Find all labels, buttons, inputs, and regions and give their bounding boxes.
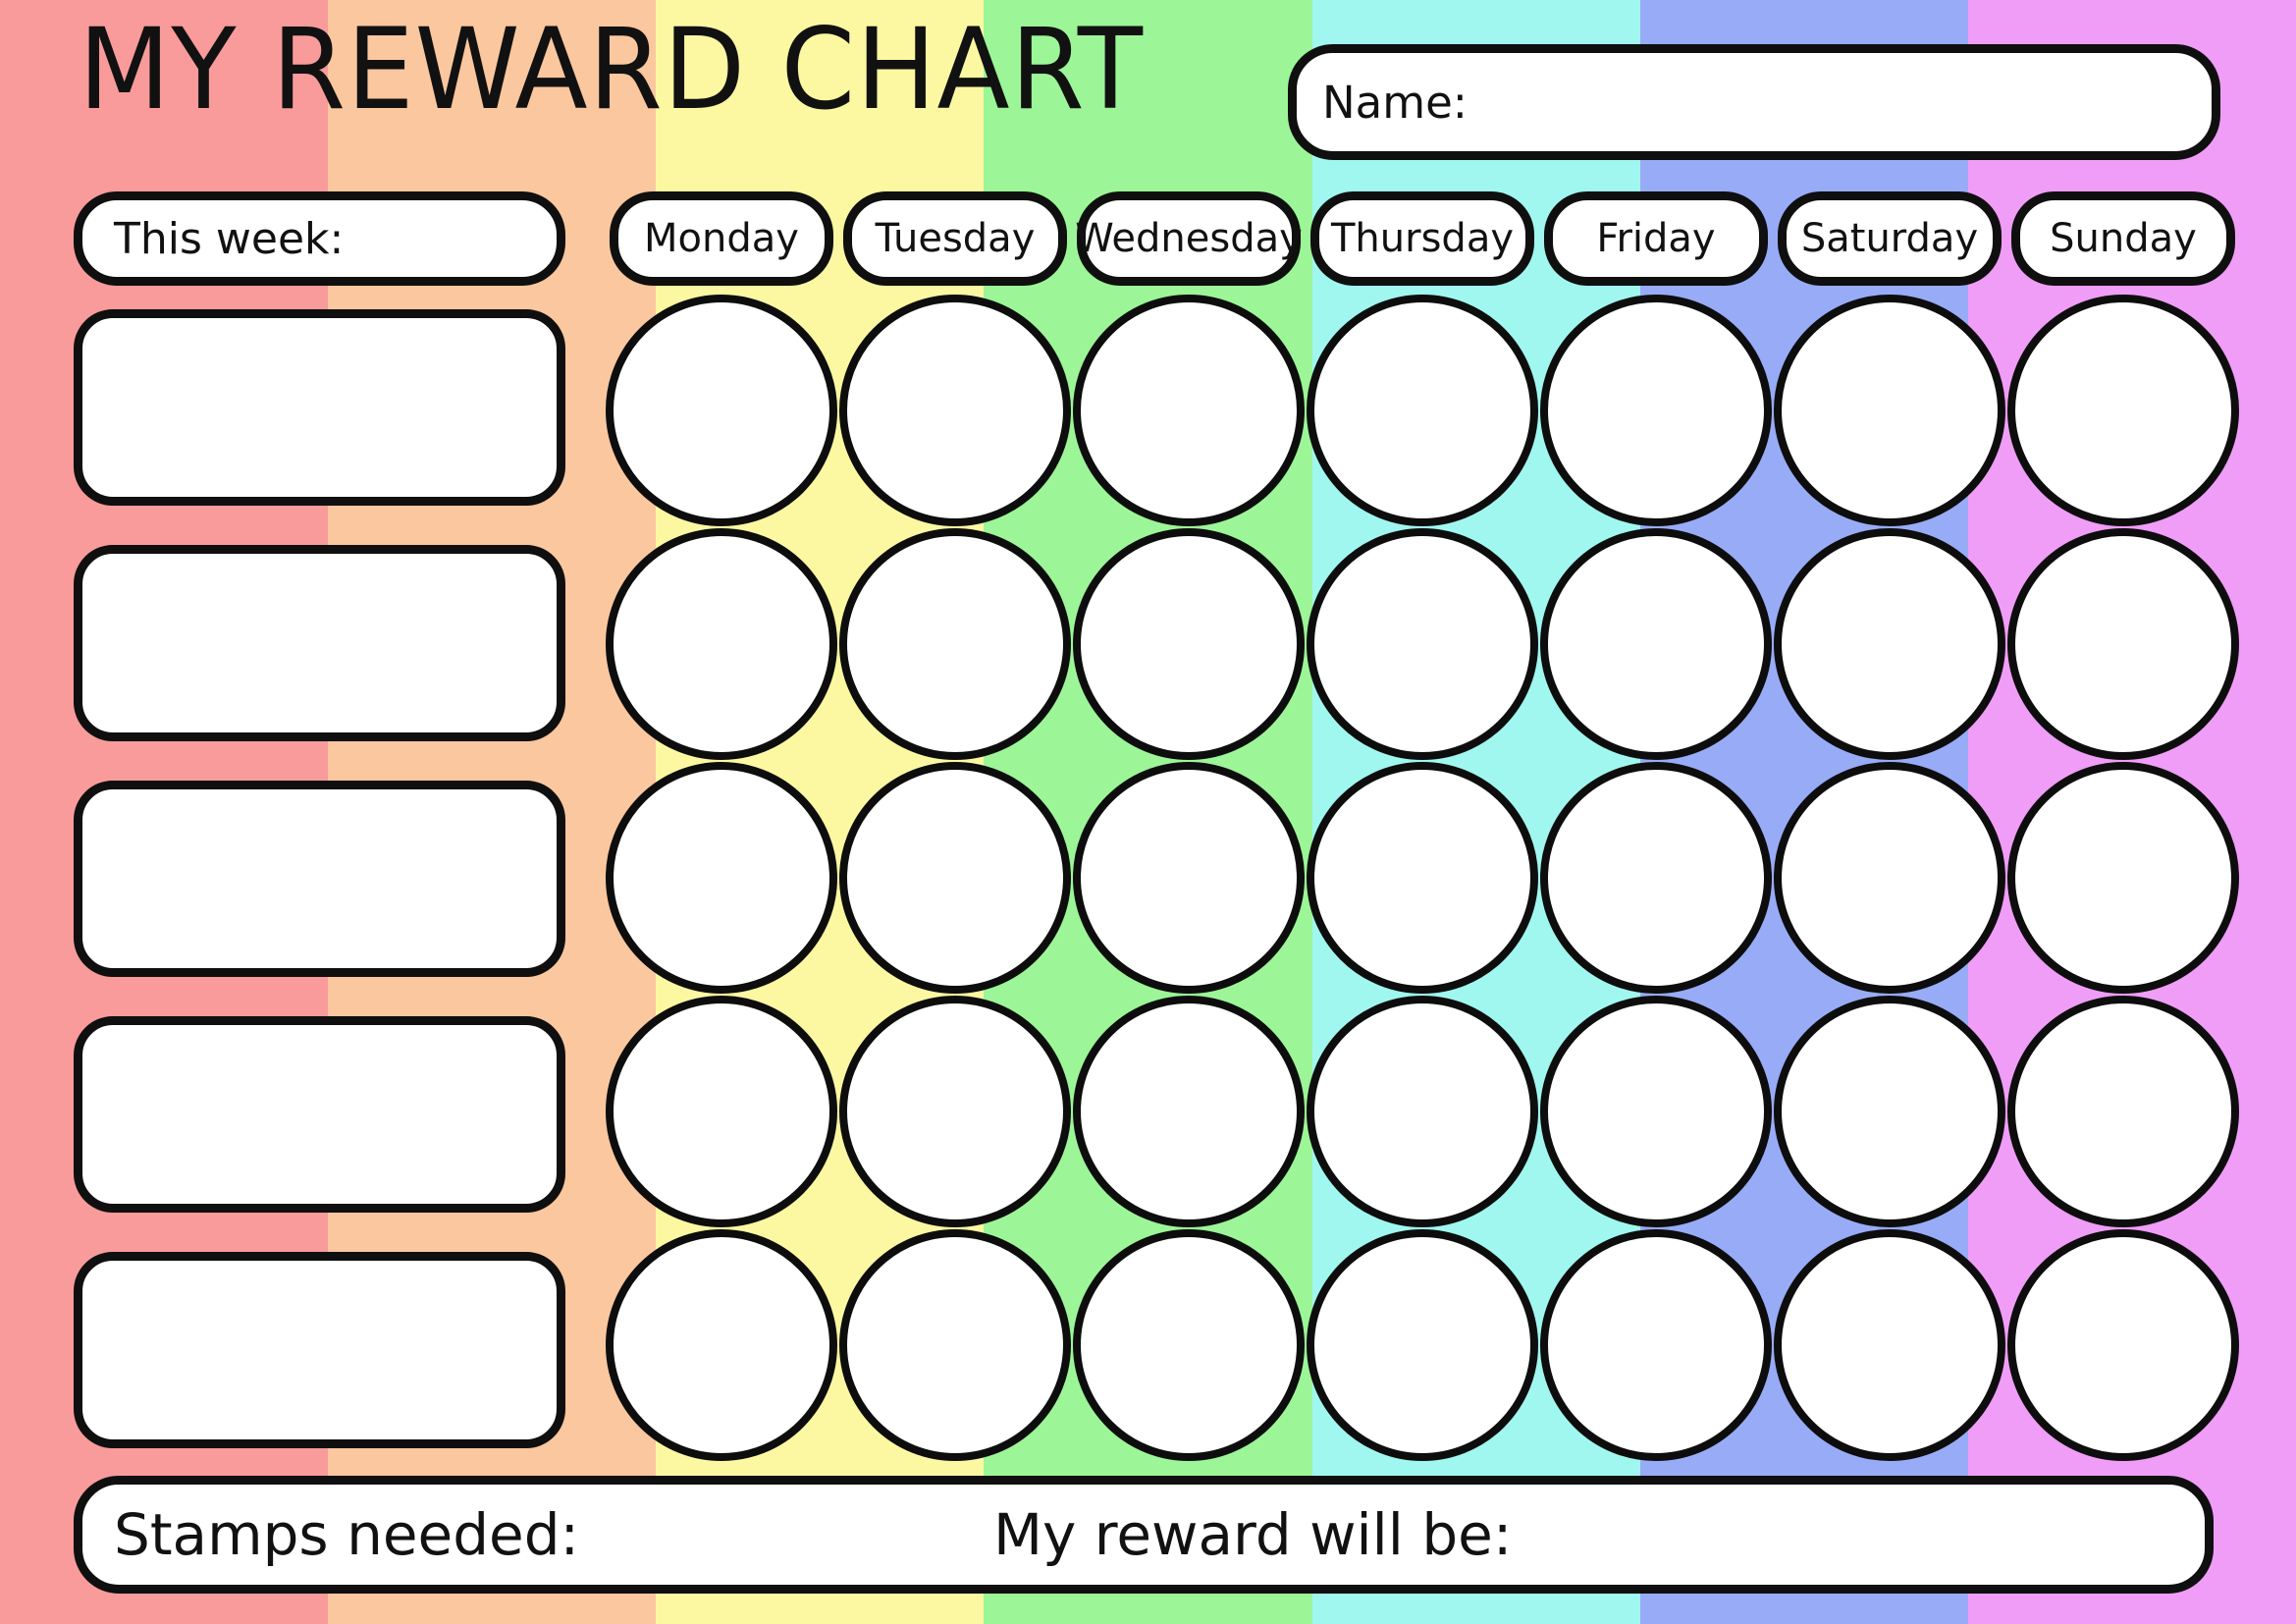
task-box-3[interactable] — [74, 781, 565, 977]
stamp-circle-thursday-row3[interactable] — [1307, 762, 1538, 994]
stamp-circle-thursday-row4[interactable] — [1307, 996, 1538, 1227]
stamp-circle-monday-row1[interactable] — [606, 295, 837, 526]
stamp-circle-monday-row2[interactable] — [606, 528, 837, 760]
stamp-circle-tuesday-row1[interactable] — [839, 295, 1071, 526]
stamp-circle-wednesday-row2[interactable] — [1073, 528, 1305, 760]
stamp-circle-friday-row5[interactable] — [1540, 1229, 1772, 1461]
day-label: Wednesday — [1075, 216, 1303, 261]
stamp-circle-monday-row4[interactable] — [606, 996, 837, 1227]
stamp-circle-saturday-row5[interactable] — [1774, 1229, 2005, 1461]
day-label: Saturday — [1800, 216, 1979, 261]
stamp-circle-sunday-row5[interactable] — [2007, 1229, 2239, 1461]
task-box-5[interactable] — [74, 1252, 565, 1448]
stamp-circle-thursday-row2[interactable] — [1307, 528, 1538, 760]
stamp-circle-tuesday-row2[interactable] — [839, 528, 1071, 760]
stamp-circle-wednesday-row3[interactable] — [1073, 762, 1305, 994]
day-header-saturday: Saturday — [1778, 191, 2002, 286]
day-header-tuesday: Tuesday — [843, 191, 1067, 286]
stamp-circle-thursday-row1[interactable] — [1307, 295, 1538, 526]
day-header-thursday: Thursday — [1310, 191, 1534, 286]
stamp-circle-tuesday-row3[interactable] — [839, 762, 1071, 994]
stamp-circle-friday-row1[interactable] — [1540, 295, 1772, 526]
stamp-circle-saturday-row3[interactable] — [1774, 762, 2005, 994]
day-header-sunday: Sunday — [2011, 191, 2235, 286]
task-box-2[interactable] — [74, 545, 565, 741]
week-label: This week: — [114, 213, 345, 264]
footer-bar: Stamps needed: My reward will be: — [74, 1476, 2214, 1594]
stamp-circle-saturday-row2[interactable] — [1774, 528, 2005, 760]
stamp-circle-friday-row2[interactable] — [1540, 528, 1772, 760]
stamps-needed-label: Stamps needed: — [114, 1501, 580, 1568]
name-field[interactable]: Name: — [1288, 44, 2220, 160]
stamp-circle-friday-row3[interactable] — [1540, 762, 1772, 994]
day-header-friday: Friday — [1544, 191, 1768, 286]
name-label: Name: — [1322, 76, 1468, 129]
task-box-4[interactable] — [74, 1016, 565, 1213]
day-label: Friday — [1596, 216, 1716, 261]
stamp-circle-tuesday-row4[interactable] — [839, 996, 1071, 1227]
stamp-circle-thursday-row5[interactable] — [1307, 1229, 1538, 1461]
task-box-1[interactable] — [74, 309, 565, 506]
stamp-circle-wednesday-row5[interactable] — [1073, 1229, 1305, 1461]
stamp-circle-sunday-row1[interactable] — [2007, 295, 2239, 526]
stamp-circle-sunday-row4[interactable] — [2007, 996, 2239, 1227]
stamp-circle-sunday-row2[interactable] — [2007, 528, 2239, 760]
page-title: MY REWARD CHART — [79, 4, 1144, 135]
stamp-circle-saturday-row4[interactable] — [1774, 996, 2005, 1227]
stamp-circle-sunday-row3[interactable] — [2007, 762, 2239, 994]
day-label: Tuesday — [875, 216, 1036, 261]
stamp-circle-friday-row4[interactable] — [1540, 996, 1772, 1227]
reward-label: My reward will be: — [993, 1501, 1513, 1568]
stamp-circle-monday-row5[interactable] — [606, 1229, 837, 1461]
stamp-circle-wednesday-row4[interactable] — [1073, 996, 1305, 1227]
day-label: Sunday — [2050, 216, 2197, 261]
day-header-wednesday: Wednesday — [1075, 191, 1303, 286]
day-label: Thursday — [1331, 216, 1514, 261]
stamp-circle-tuesday-row5[interactable] — [839, 1229, 1071, 1461]
day-label: Monday — [644, 216, 799, 261]
day-header-monday: Monday — [610, 191, 833, 286]
week-field[interactable]: This week: — [74, 191, 565, 286]
stamp-circle-wednesday-row1[interactable] — [1073, 295, 1305, 526]
stamp-circle-saturday-row1[interactable] — [1774, 295, 2005, 526]
stamp-circle-monday-row3[interactable] — [606, 762, 837, 994]
